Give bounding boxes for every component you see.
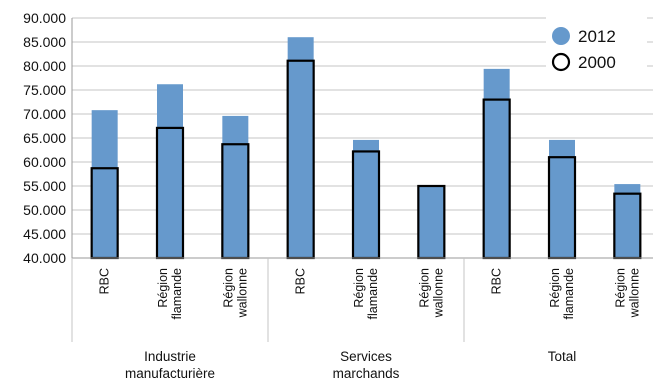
bar-2012 <box>614 184 641 258</box>
x-category-label: Région <box>417 268 431 308</box>
bar-2012 <box>287 37 314 259</box>
bar-2012 <box>91 110 118 258</box>
x-category-label: Région <box>156 268 170 308</box>
legend: 2012 2000 <box>546 17 647 79</box>
x-category-label: wallonne <box>431 268 445 318</box>
x-category-label: flamande <box>170 268 184 319</box>
bar-2012 <box>222 115 249 258</box>
x-category-label: Région <box>613 268 627 308</box>
group-label: Total <box>548 349 577 364</box>
y-tick-label: 85.000 <box>23 34 66 50</box>
y-tick-label: 70.000 <box>23 106 66 122</box>
x-category-label: RBC <box>294 268 308 294</box>
legend-swatch-2000 <box>551 52 571 72</box>
y-tick-label: 50.000 <box>23 202 66 218</box>
x-category-label: flamande <box>366 268 380 319</box>
bar-2012 <box>549 139 575 258</box>
bar-2012 <box>157 84 183 259</box>
y-tick-label: 80.000 <box>23 58 66 74</box>
bar-2012 <box>353 139 379 258</box>
axes: 40.000 45.000 50.000 55.000 60.000 65.000 70.0… <box>23 10 653 381</box>
x-category-label: RBC <box>490 268 504 294</box>
x-category-label: Région <box>548 268 562 308</box>
y-tick-label: 75.000 <box>23 82 66 98</box>
x-category-label: flamande <box>562 268 576 319</box>
y-tick-label: 40.000 <box>23 250 66 266</box>
bars <box>90 37 642 260</box>
x-category-label: wallonne <box>235 268 249 318</box>
x-category-label: Région <box>221 268 235 308</box>
x-category-label: wallonne <box>627 268 641 318</box>
bar-2012 <box>483 68 510 258</box>
group-label: Industrie <box>144 349 196 364</box>
legend-swatch-2012 <box>552 27 570 45</box>
y-tick-label: 65.000 <box>23 130 66 146</box>
legend-label-2000: 2000 <box>578 53 616 72</box>
y-tick-label: 90.000 <box>23 10 66 26</box>
x-category-label: Région <box>352 268 366 308</box>
group-label: manufacturière <box>125 366 215 381</box>
y-tick-label: 45.000 <box>23 226 66 242</box>
group-label: Services <box>340 349 392 364</box>
bar-2012 <box>418 185 445 258</box>
y-tick-label: 60.000 <box>23 154 66 170</box>
x-category-label: RBC <box>98 268 112 294</box>
legend-label-2012: 2012 <box>578 27 616 46</box>
group-label: marchands <box>333 366 400 381</box>
y-tick-label: 55.000 <box>23 178 66 194</box>
